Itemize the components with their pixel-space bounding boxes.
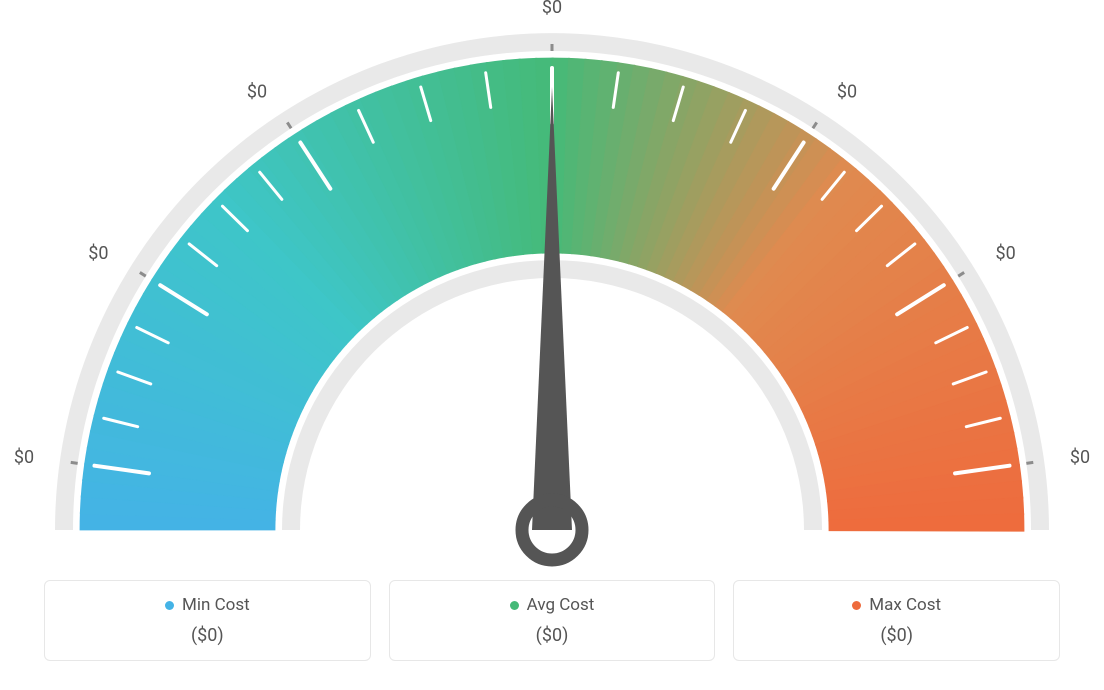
legend-min-label: Min Cost xyxy=(182,595,250,615)
outer-tick xyxy=(71,462,78,463)
tick-label: $0 xyxy=(837,81,857,102)
tick-label: $0 xyxy=(88,243,108,264)
tick-label: $0 xyxy=(14,447,34,468)
legend-max-header: Max Cost xyxy=(744,595,1049,615)
legend-min: Min Cost ($0) xyxy=(44,580,371,661)
legend-max-label: Max Cost xyxy=(869,595,941,615)
legend-min-header: Min Cost xyxy=(55,595,360,615)
tick-label: $0 xyxy=(542,0,562,18)
legend-avg: Avg Cost ($0) xyxy=(389,580,716,661)
legend-avg-bullet xyxy=(510,601,519,610)
legend-min-bullet xyxy=(165,601,174,610)
tick-label: $0 xyxy=(1070,447,1090,468)
legend-avg-value: ($0) xyxy=(400,625,705,646)
outer-tick xyxy=(1026,462,1033,463)
legend-max-value: ($0) xyxy=(744,625,1049,646)
legend-avg-header: Avg Cost xyxy=(400,595,705,615)
legend-row: Min Cost ($0) Avg Cost ($0) Max Cost ($0) xyxy=(0,580,1104,661)
cost-gauge: $0 $0 $0 $0 $0 $0 $0 xyxy=(0,0,1104,570)
legend-min-value: ($0) xyxy=(55,625,360,646)
legend-max: Max Cost ($0) xyxy=(733,580,1060,661)
tick-label: $0 xyxy=(247,81,267,102)
gauge-svg: $0 $0 $0 $0 $0 $0 $0 xyxy=(0,0,1104,570)
tick-label: $0 xyxy=(996,243,1016,264)
legend-avg-label: Avg Cost xyxy=(527,595,595,615)
legend-max-bullet xyxy=(852,601,861,610)
